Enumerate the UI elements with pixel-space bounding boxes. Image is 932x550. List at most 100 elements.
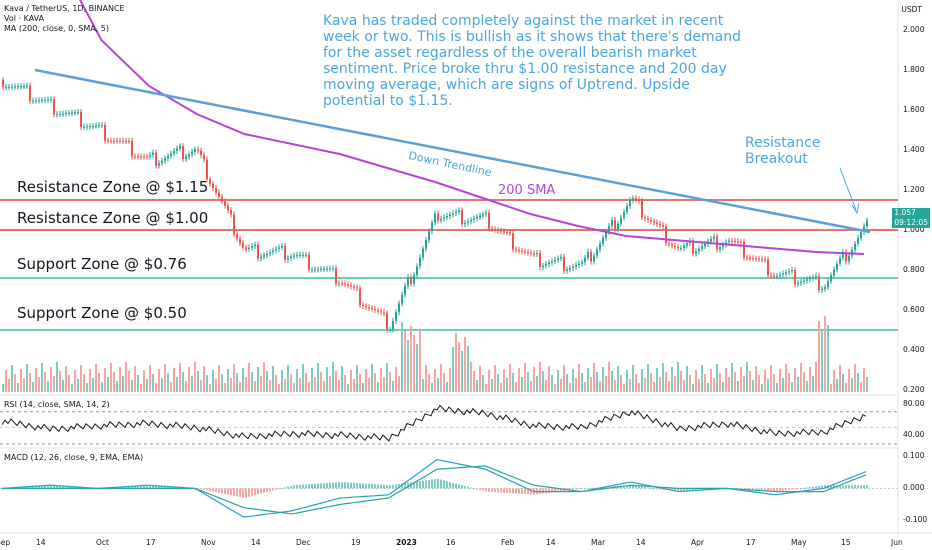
- macd-histogram-bar: [371, 484, 373, 489]
- candle-body: [509, 232, 511, 234]
- macd-histogram-bar: [788, 488, 790, 490]
- candle-body: [191, 151, 193, 155]
- time-tick-label: 14: [251, 538, 261, 547]
- volume-bar: [857, 373, 859, 392]
- volume-bar: [8, 379, 10, 392]
- volume-bar: [356, 365, 358, 392]
- macd-histogram-bar: [395, 484, 397, 489]
- candle-body: [44, 99, 46, 101]
- macd-histogram-bar: [821, 485, 823, 489]
- candle-body: [698, 248, 700, 252]
- candle-body: [548, 262, 550, 265]
- candle-body: [155, 152, 157, 166]
- macd-histogram-bar: [686, 488, 688, 492]
- volume-bar: [56, 362, 58, 392]
- candle-body: [608, 225, 610, 232]
- candle-body: [719, 247, 721, 250]
- volume-bar: [725, 368, 727, 392]
- candle-body: [65, 113, 67, 115]
- volume-bar: [563, 365, 565, 392]
- macd-histogram-bar: [284, 487, 286, 489]
- volume-bar: [383, 377, 385, 392]
- macd-histogram-bar: [863, 485, 865, 489]
- volume-bar: [593, 363, 595, 392]
- volume-bar: [521, 377, 523, 392]
- volume-bar: [101, 382, 103, 392]
- candle-body: [401, 294, 403, 304]
- candle-body: [539, 253, 541, 268]
- macd-histogram-bar: [491, 488, 493, 492]
- volume-bar: [509, 364, 511, 392]
- macd-histogram-bar: [515, 488, 517, 494]
- macd-histogram-bar: [215, 488, 217, 493]
- candle-body: [644, 217, 646, 219]
- macd-histogram-bar: [167, 486, 169, 489]
- volume-bar: [2, 384, 4, 392]
- candle-body: [557, 258, 559, 260]
- candle-body: [233, 214, 235, 235]
- macd-histogram-bar: [158, 485, 160, 489]
- macd-histogram-bar: [290, 485, 292, 489]
- volume-bar: [89, 369, 91, 392]
- candle-body: [461, 210, 463, 225]
- volume-bar: [131, 380, 133, 392]
- volume-bar: [47, 381, 49, 392]
- volume-bar: [236, 373, 238, 392]
- volume-bar: [536, 376, 538, 392]
- volume-bar: [503, 369, 505, 392]
- volume-bar: [146, 379, 148, 392]
- price-tick-label: 0.200: [903, 385, 925, 394]
- macd-histogram-bar: [500, 488, 502, 493]
- volume-bar: [551, 375, 553, 392]
- candle-body: [53, 99, 55, 115]
- time-tick-label: Nov: [201, 538, 216, 547]
- macd-histogram-bar: [239, 488, 241, 498]
- candle-body: [338, 283, 340, 285]
- macd-histogram-bar: [359, 483, 361, 489]
- candle-body: [194, 149, 196, 152]
- volume-bar: [296, 369, 298, 392]
- candle-body: [275, 248, 277, 251]
- candle-body: [263, 255, 265, 257]
- macd-histogram-bar: [854, 485, 856, 489]
- volume-bar: [455, 333, 457, 392]
- candle-body: [527, 252, 529, 253]
- candle-body: [299, 255, 301, 257]
- volume-bar: [692, 384, 694, 392]
- macd-histogram-bar: [476, 488, 478, 490]
- volume-bar: [473, 371, 475, 392]
- macd-histogram-bar: [263, 488, 265, 493]
- macd-histogram-bar: [329, 482, 331, 489]
- macd-histogram-bar: [398, 483, 400, 489]
- candle-body: [68, 112, 70, 114]
- volume-bar: [548, 366, 550, 392]
- candle-body: [332, 268, 334, 270]
- candle-body: [20, 86, 22, 88]
- volume-bar: [197, 371, 199, 392]
- support-zone-076-label: Support Zone @ $0.76: [17, 255, 187, 273]
- volume-bar: [542, 371, 544, 392]
- volume-bar: [527, 372, 529, 392]
- candle-body: [494, 229, 496, 231]
- macd-histogram-bar: [386, 485, 388, 489]
- volume-bar: [794, 368, 796, 392]
- macd-histogram-bar: [605, 486, 607, 489]
- resistance-breakout-label: Resistance Breakout: [745, 135, 821, 167]
- volume-bar: [545, 380, 547, 392]
- candle-body: [266, 253, 268, 256]
- time-tick-label: 14: [36, 538, 46, 547]
- macd-histogram-bar: [257, 488, 259, 495]
- candle-body: [296, 255, 298, 257]
- volume-bar: [326, 367, 328, 392]
- volume-bar: [653, 382, 655, 392]
- volume-bar: [182, 372, 184, 392]
- candle-body: [308, 254, 310, 270]
- candle-body: [824, 287, 826, 289]
- volume-bar: [329, 376, 331, 392]
- macd-histogram-bar: [815, 486, 817, 489]
- volume-bar: [428, 374, 430, 392]
- volume-bar: [11, 365, 13, 392]
- volume-bar: [203, 366, 205, 392]
- macd-histogram-bar: [71, 486, 73, 489]
